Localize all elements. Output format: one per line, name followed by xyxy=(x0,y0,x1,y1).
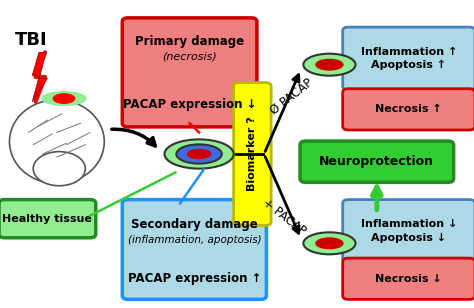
Polygon shape xyxy=(32,52,47,102)
Text: Necrosis ↑: Necrosis ↑ xyxy=(375,104,442,114)
Text: Necrosis ↓: Necrosis ↓ xyxy=(375,274,442,284)
Text: (necrosis): (necrosis) xyxy=(162,52,217,62)
Text: Ø PACAP: Ø PACAP xyxy=(268,76,315,118)
FancyBboxPatch shape xyxy=(343,258,474,299)
FancyBboxPatch shape xyxy=(122,200,266,299)
FancyBboxPatch shape xyxy=(343,89,474,130)
Text: PACAP expression ↑: PACAP expression ↑ xyxy=(128,272,261,285)
Text: Primary damage: Primary damage xyxy=(135,35,244,48)
Ellipse shape xyxy=(33,152,85,186)
Text: + PACAP: + PACAP xyxy=(260,197,309,238)
Ellipse shape xyxy=(315,59,344,71)
Ellipse shape xyxy=(176,144,222,164)
Text: Biomarker ?: Biomarker ? xyxy=(247,117,257,191)
Ellipse shape xyxy=(315,237,344,249)
Ellipse shape xyxy=(187,149,211,159)
Text: Inflammation ↓
Apoptosis ↓: Inflammation ↓ Apoptosis ↓ xyxy=(361,219,457,243)
Text: Inflammation ↑
Apoptosis ↑: Inflammation ↑ Apoptosis ↑ xyxy=(361,47,457,70)
Ellipse shape xyxy=(9,100,104,184)
Ellipse shape xyxy=(303,54,356,76)
Ellipse shape xyxy=(53,93,75,104)
Text: PACAP expression ↓: PACAP expression ↓ xyxy=(123,98,256,111)
FancyBboxPatch shape xyxy=(343,27,474,90)
Ellipse shape xyxy=(164,140,234,168)
Ellipse shape xyxy=(303,232,356,254)
FancyBboxPatch shape xyxy=(122,18,257,127)
Ellipse shape xyxy=(41,91,87,106)
Text: TBI: TBI xyxy=(15,31,47,49)
FancyBboxPatch shape xyxy=(300,141,454,182)
FancyBboxPatch shape xyxy=(0,200,96,238)
FancyBboxPatch shape xyxy=(234,83,271,225)
Text: Healthy tissue: Healthy tissue xyxy=(2,214,92,224)
Text: Neuroprotection: Neuroprotection xyxy=(319,155,434,168)
FancyBboxPatch shape xyxy=(343,200,474,262)
Text: (inflammation, apoptosis): (inflammation, apoptosis) xyxy=(128,235,261,245)
Text: Secondary damage: Secondary damage xyxy=(131,218,258,231)
